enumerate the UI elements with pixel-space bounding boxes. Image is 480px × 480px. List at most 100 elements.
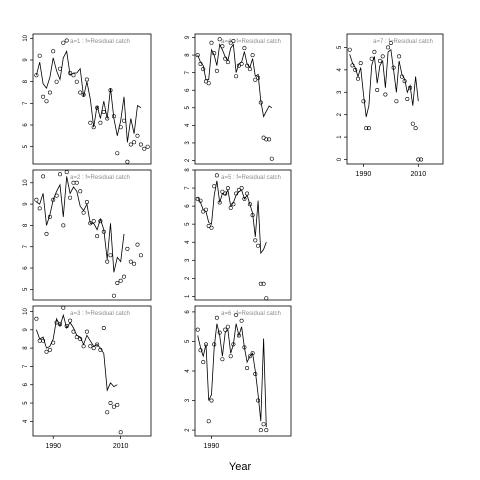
observed-point xyxy=(61,223,66,228)
observed-point xyxy=(361,99,366,104)
y-tick-label: 8 xyxy=(185,168,191,172)
y-tick-label: 4 xyxy=(185,369,191,373)
observed-point xyxy=(242,196,247,201)
observed-point xyxy=(394,99,399,104)
observed-point xyxy=(380,54,385,59)
observed-point xyxy=(51,197,56,202)
observed-point xyxy=(34,197,39,202)
plot-frame xyxy=(194,169,292,301)
observed-point xyxy=(214,173,219,178)
observed-point xyxy=(47,347,52,352)
observed-point xyxy=(41,338,46,343)
y-tick-label: 5 xyxy=(185,105,191,109)
observed-point xyxy=(419,157,424,162)
observed-point xyxy=(223,191,228,196)
observed-point xyxy=(105,259,110,264)
observed-point xyxy=(258,281,263,286)
observed-point xyxy=(253,371,258,376)
y-tick-label: 6 xyxy=(185,310,191,314)
y-tick-label: 7 xyxy=(23,101,29,105)
observed-point xyxy=(242,46,247,51)
panel-2: 5 6 7 8 9 10 a=2 : f=Residual catch xyxy=(23,169,152,301)
observed-point xyxy=(198,348,203,353)
y-tick-label: 9 xyxy=(23,58,29,62)
observed-point xyxy=(369,56,374,61)
observed-point xyxy=(195,327,200,332)
observed-point xyxy=(71,180,76,185)
observed-point xyxy=(206,224,211,229)
observed-point xyxy=(122,274,127,279)
observed-point xyxy=(91,219,96,224)
y-tick-label: 2 xyxy=(185,276,191,280)
observed-point xyxy=(98,219,103,224)
observed-point xyxy=(209,398,214,403)
observed-point xyxy=(413,126,418,131)
observed-point xyxy=(101,325,106,330)
observed-point xyxy=(145,144,150,149)
y-tick-label: 7 xyxy=(23,244,29,248)
observed-point xyxy=(118,125,123,130)
observed-point xyxy=(358,61,363,66)
plot-frame xyxy=(32,33,152,165)
observed-point xyxy=(256,75,261,80)
observed-point xyxy=(118,430,123,435)
observed-point xyxy=(132,140,137,145)
observed-point xyxy=(132,261,137,266)
observed-point xyxy=(44,231,49,236)
y-tick-label: 3 xyxy=(185,398,191,402)
y-tick-label: 8 xyxy=(185,53,191,57)
observed-point xyxy=(234,191,239,196)
observed-point xyxy=(138,253,143,258)
x-tick-label: 1990 xyxy=(204,443,220,450)
observed-point xyxy=(242,345,247,350)
observed-point xyxy=(261,422,266,427)
panel-6: 2 3 4 5 6 1990 a=6 : f=Residual catch xyxy=(185,305,292,450)
observed-point xyxy=(347,47,352,52)
observed-point xyxy=(54,79,59,84)
observed-point xyxy=(228,354,233,359)
y-tick-label: 4 xyxy=(337,68,343,72)
observed-point xyxy=(239,186,244,191)
observed-point xyxy=(51,49,56,54)
observed-point xyxy=(256,398,261,403)
observed-point xyxy=(88,221,93,226)
y-tick-label: 7 xyxy=(185,70,191,74)
y-tick-label: 10 xyxy=(23,34,29,41)
observed-point xyxy=(74,180,79,185)
observed-point xyxy=(142,146,147,151)
panel-label: a=2 : f=Residual catch xyxy=(70,175,130,181)
observed-point xyxy=(220,44,225,49)
observed-point xyxy=(416,157,421,162)
observed-point xyxy=(212,184,217,189)
observed-point xyxy=(364,126,369,131)
fitted-line xyxy=(36,50,142,143)
observed-point xyxy=(256,243,261,248)
y-tick-label: 6 xyxy=(185,204,191,208)
observed-point xyxy=(350,63,355,68)
observed-point xyxy=(64,324,69,329)
observed-point xyxy=(405,97,410,102)
observed-point xyxy=(258,100,263,105)
y-tick-label: 8 xyxy=(23,79,29,83)
observed-point xyxy=(74,79,79,84)
fitted-line xyxy=(197,180,267,255)
observed-point xyxy=(135,242,140,247)
observed-point xyxy=(108,88,113,93)
observed-point xyxy=(64,170,69,175)
observed-point xyxy=(88,344,93,349)
panel-label: a=5 : f=Residual catch xyxy=(221,175,281,181)
fitted-line xyxy=(36,176,125,273)
observed-point xyxy=(408,85,413,90)
observed-point xyxy=(95,234,100,239)
observed-point xyxy=(261,281,266,286)
observed-point xyxy=(68,195,73,200)
y-tick-label: 8 xyxy=(23,346,29,350)
y-tick-label: 5 xyxy=(23,401,29,405)
observed-point xyxy=(115,280,120,285)
observed-point xyxy=(64,38,69,43)
observed-point xyxy=(41,94,46,99)
observed-point xyxy=(366,126,371,131)
panel-label: a=7 : f=Residual catch xyxy=(373,39,433,45)
observed-point xyxy=(245,365,250,370)
observed-point xyxy=(236,333,241,338)
